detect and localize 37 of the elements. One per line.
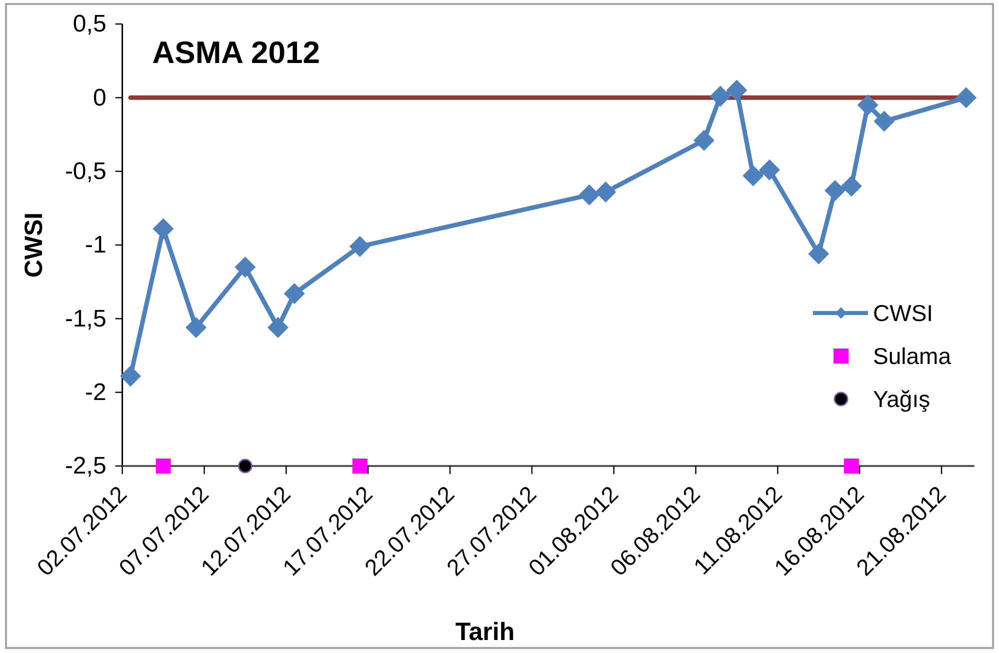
y-tick-label: 0,5 bbox=[72, 10, 106, 38]
y-tick-label: -0,5 bbox=[64, 158, 106, 186]
point bbox=[742, 165, 764, 186]
y-tick-label: -1,5 bbox=[64, 305, 106, 332]
y-tick-label: -2,5 bbox=[64, 452, 106, 480]
point bbox=[726, 80, 748, 101]
y-tick-label: -1 bbox=[84, 232, 106, 259]
point bbox=[857, 94, 878, 116]
point bbox=[284, 283, 305, 304]
point bbox=[234, 256, 256, 278]
point bbox=[824, 180, 846, 201]
y-axis-title: CWSI bbox=[20, 212, 48, 278]
point bbox=[578, 184, 600, 206]
point bbox=[710, 86, 731, 107]
point bbox=[758, 159, 780, 180]
point bbox=[693, 130, 714, 151]
point bbox=[349, 236, 370, 257]
x-axis-title: Tarih bbox=[455, 618, 515, 646]
legend-label: Sulama bbox=[873, 343, 952, 370]
point bbox=[156, 458, 171, 474]
point bbox=[808, 243, 830, 264]
legend-label: Yağış bbox=[873, 386, 930, 412]
chart-title: ASMA 2012 bbox=[152, 35, 320, 70]
point bbox=[595, 181, 616, 202]
point bbox=[267, 317, 288, 338]
point bbox=[874, 110, 895, 132]
point bbox=[120, 366, 141, 387]
y-tick-label: -2 bbox=[84, 379, 106, 406]
y-tick-label: 0 bbox=[92, 84, 106, 112]
point bbox=[186, 317, 207, 338]
legend-label: CWSI bbox=[873, 300, 934, 326]
point bbox=[352, 458, 368, 474]
point bbox=[844, 458, 859, 474]
point bbox=[956, 87, 977, 108]
point bbox=[840, 176, 862, 197]
point bbox=[238, 458, 252, 474]
point bbox=[152, 218, 174, 240]
